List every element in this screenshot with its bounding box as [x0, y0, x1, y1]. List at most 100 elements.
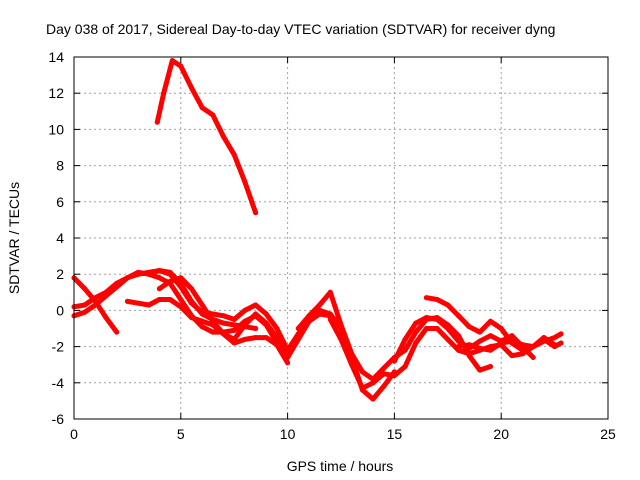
data-point [263, 335, 269, 341]
series-arc-e [124, 297, 291, 366]
data-point [231, 327, 237, 333]
data-point [221, 331, 226, 337]
data-point [391, 358, 397, 364]
data-point [488, 318, 493, 324]
data-point [466, 351, 472, 357]
data-point [477, 345, 483, 351]
data-point [178, 304, 184, 310]
data-point [221, 134, 226, 140]
series-layer [71, 58, 564, 402]
data-point [423, 295, 429, 301]
data-point [199, 105, 205, 111]
data-point [285, 360, 291, 366]
data-point [520, 351, 526, 357]
data-point [349, 362, 355, 368]
data-point [402, 364, 408, 369]
data-point [189, 286, 194, 292]
data-point [274, 326, 280, 331]
data-point [199, 302, 205, 308]
data-point [488, 364, 493, 369]
data-point [423, 326, 429, 331]
data-point [466, 345, 472, 351]
data-point [167, 297, 173, 302]
data-point [82, 286, 88, 292]
data-point [221, 320, 226, 326]
data-point [552, 344, 558, 350]
data-point [402, 347, 408, 353]
y-tick-label: -2 [52, 339, 65, 355]
data-point [135, 269, 141, 275]
data-point [114, 329, 120, 335]
data-point [242, 179, 248, 185]
data-point [274, 335, 280, 341]
data-point [156, 297, 162, 302]
data-point [199, 318, 205, 324]
data-point [167, 278, 173, 284]
data-point [221, 313, 226, 319]
data-point [167, 271, 173, 277]
data-point [92, 295, 98, 301]
data-point [161, 90, 167, 96]
y-tick-label: 10 [48, 121, 64, 137]
x-tick-label: 15 [387, 426, 403, 442]
data-point [349, 351, 355, 357]
chart-title: Day 038 of 2017, Sidereal Day-to-day VTE… [46, 21, 555, 37]
data-point [327, 289, 333, 295]
data-point [156, 275, 162, 281]
data-point [381, 365, 387, 371]
data-point [242, 322, 248, 328]
y-tick-label: 0 [56, 302, 64, 318]
data-point [231, 152, 237, 158]
x-tick-label: 0 [70, 426, 78, 442]
data-point [413, 340, 419, 346]
y-tick-label: 14 [48, 49, 64, 65]
y-tick-label: 2 [56, 266, 64, 282]
y-tick-label: 6 [56, 194, 64, 210]
data-point [552, 335, 558, 341]
tick-labels: 0 5 10 15 20 25 -6 -4 -2 0 2 4 6 8 10 12 14 [48, 49, 616, 442]
data-point [509, 333, 515, 339]
y-tick-label: -6 [52, 411, 65, 427]
data-point [445, 302, 451, 308]
ticks [73, 56, 609, 420]
data-point [413, 329, 419, 335]
data-point [82, 302, 88, 308]
data-point [509, 353, 515, 359]
data-point [231, 340, 237, 346]
data-point [434, 326, 440, 331]
data-point [146, 302, 152, 308]
y-tick-label: 4 [56, 230, 64, 246]
data-point [477, 329, 483, 335]
data-point [274, 342, 280, 348]
data-point [434, 316, 440, 322]
data-point [189, 315, 194, 321]
data-point [210, 329, 216, 335]
data-point [178, 297, 184, 302]
data-point [381, 371, 387, 377]
y-tick-label: 12 [48, 85, 64, 101]
data-point [359, 369, 365, 375]
data-point [253, 335, 259, 341]
data-point [295, 331, 301, 337]
data-point [477, 367, 483, 373]
data-point [154, 119, 160, 125]
y-tick-label: 8 [56, 158, 64, 174]
data-point [327, 316, 333, 322]
data-point [541, 336, 547, 342]
data-point [103, 315, 109, 321]
data-point [359, 385, 365, 391]
x-tick-label: 5 [177, 426, 185, 442]
data-point [445, 326, 451, 331]
data-point [466, 324, 472, 330]
data-point [135, 300, 141, 306]
data-point [423, 315, 429, 321]
series-arc-a [154, 58, 259, 216]
x-tick-label: 10 [280, 426, 296, 442]
data-point [156, 268, 162, 274]
data-point [92, 302, 98, 308]
data-point [456, 344, 461, 350]
data-point [370, 380, 376, 386]
data-point [488, 347, 493, 353]
data-point [456, 338, 461, 344]
data-point [253, 311, 259, 317]
